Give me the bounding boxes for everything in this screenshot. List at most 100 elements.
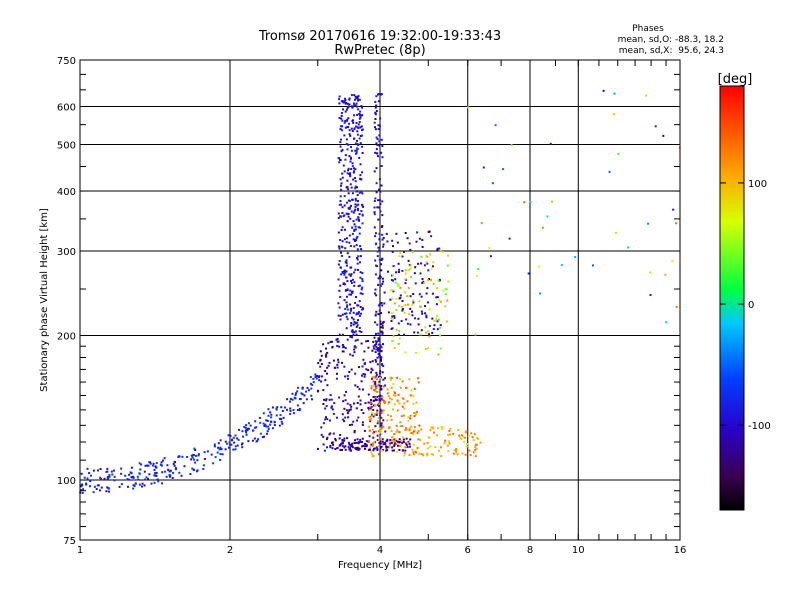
data-point xyxy=(339,184,342,187)
data-point xyxy=(339,158,341,161)
data-point xyxy=(281,422,284,425)
data-point xyxy=(371,369,374,372)
data-point xyxy=(401,441,404,444)
data-point xyxy=(380,269,383,272)
data-point xyxy=(420,255,423,258)
data-point xyxy=(488,247,491,250)
data-point xyxy=(338,260,341,262)
data-point xyxy=(462,435,464,438)
data-point xyxy=(376,390,379,393)
data-point xyxy=(344,119,347,122)
data-point xyxy=(389,439,392,441)
data-point xyxy=(380,385,383,387)
data-point xyxy=(414,413,417,416)
data-point xyxy=(312,381,315,384)
data-point xyxy=(278,424,281,427)
data-point xyxy=(411,304,414,306)
data-point xyxy=(353,323,356,326)
data-point xyxy=(377,304,380,307)
data-point xyxy=(494,124,497,127)
data-point xyxy=(361,152,364,154)
data-point xyxy=(662,134,665,137)
data-point xyxy=(602,89,605,92)
data-point xyxy=(338,333,341,336)
data-point xyxy=(353,229,356,232)
data-point xyxy=(463,440,465,443)
data-point xyxy=(343,121,346,124)
data-point xyxy=(334,439,337,442)
data-point xyxy=(408,378,411,381)
data-point xyxy=(436,287,438,290)
data-point xyxy=(354,95,357,98)
data-point xyxy=(320,433,323,436)
data-point xyxy=(352,331,355,334)
data-point xyxy=(347,169,349,172)
data-point xyxy=(326,436,329,439)
data-point xyxy=(489,255,492,258)
data-point xyxy=(378,382,381,385)
data-point xyxy=(169,469,172,472)
data-point xyxy=(380,326,383,329)
data-point xyxy=(432,282,435,285)
data-point xyxy=(408,429,411,432)
data-point xyxy=(404,291,407,294)
data-point xyxy=(479,441,482,444)
data-point xyxy=(372,380,375,383)
data-point xyxy=(380,138,383,141)
data-point xyxy=(139,468,142,471)
data-point xyxy=(447,433,450,436)
data-point xyxy=(352,420,355,423)
data-point xyxy=(353,209,356,212)
data-point xyxy=(343,134,346,137)
data-point xyxy=(380,330,383,333)
data-point xyxy=(349,266,352,269)
data-point xyxy=(387,395,390,398)
data-point xyxy=(340,114,343,117)
data-point xyxy=(269,411,272,414)
data-point xyxy=(414,266,417,269)
data-point xyxy=(372,399,375,402)
x-tick-label: 8 xyxy=(527,545,533,556)
data-point xyxy=(340,443,342,446)
data-point xyxy=(373,389,375,392)
data-point xyxy=(373,384,376,387)
data-point xyxy=(251,439,254,442)
data-point xyxy=(428,335,431,338)
data-point xyxy=(300,392,303,395)
data-point xyxy=(186,456,189,458)
data-point xyxy=(347,143,350,146)
data-point xyxy=(107,490,110,493)
data-point xyxy=(374,151,377,154)
data-point xyxy=(420,453,423,455)
data-point xyxy=(173,464,176,467)
data-point xyxy=(400,305,403,308)
data-point xyxy=(372,395,375,398)
data-point xyxy=(437,280,440,282)
data-point xyxy=(627,246,630,249)
data-point xyxy=(344,375,347,378)
data-point xyxy=(361,421,364,424)
data-point xyxy=(301,387,304,390)
data-point xyxy=(374,359,377,361)
data-point xyxy=(224,440,227,443)
data-point xyxy=(354,142,357,145)
data-point xyxy=(337,157,340,160)
data-point xyxy=(414,317,416,320)
data-point xyxy=(355,447,358,450)
data-point xyxy=(360,331,363,333)
data-point xyxy=(391,446,394,449)
data-point xyxy=(404,449,407,452)
data-point xyxy=(360,342,363,345)
data-point xyxy=(132,476,135,479)
data-point xyxy=(388,401,391,404)
data-point xyxy=(362,205,365,208)
data-point xyxy=(355,190,358,193)
data-point xyxy=(409,417,412,420)
data-point xyxy=(342,283,345,285)
data-point xyxy=(339,145,342,148)
data-point xyxy=(99,476,102,479)
data-point xyxy=(431,317,434,320)
data-point xyxy=(351,162,354,165)
data-point xyxy=(357,312,360,315)
data-point xyxy=(344,448,347,451)
